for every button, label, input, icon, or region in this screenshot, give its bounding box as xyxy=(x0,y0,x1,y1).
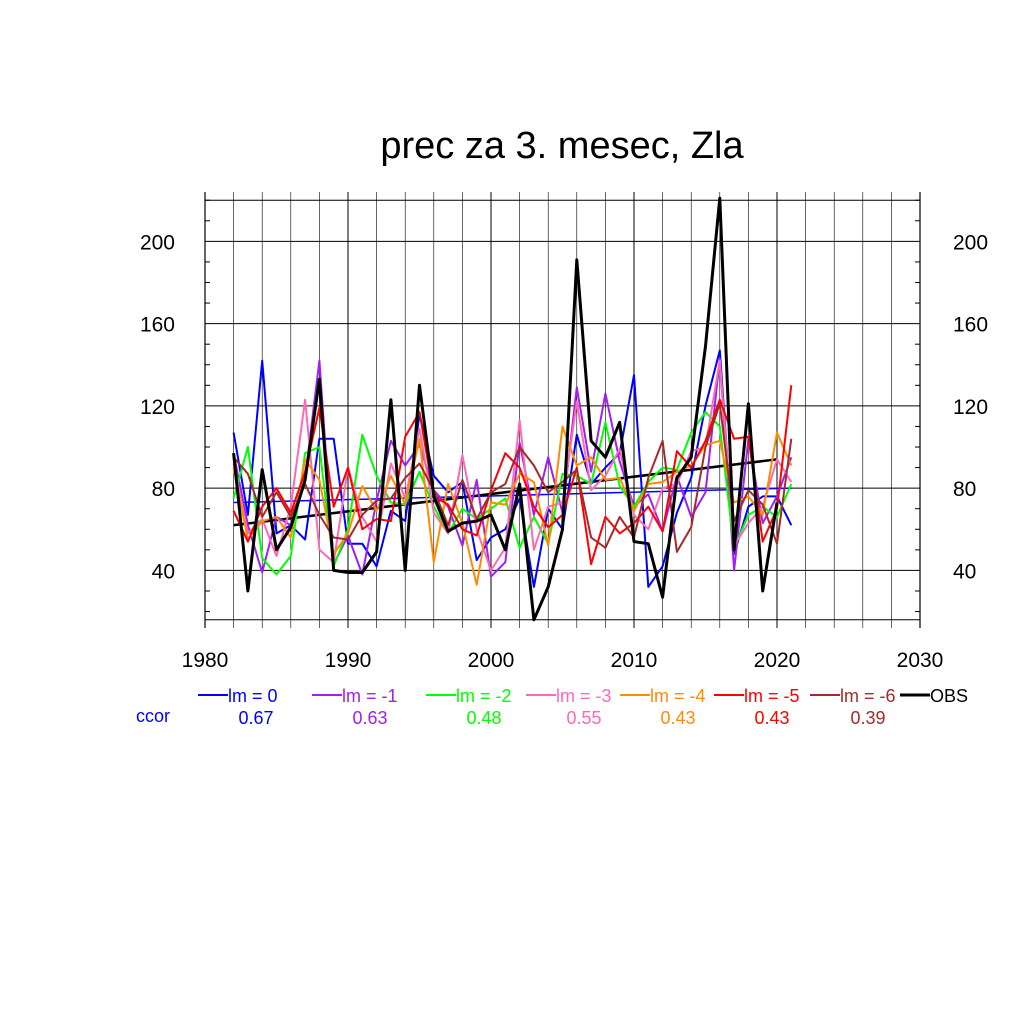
legend-label-3: lm = -3 xyxy=(556,686,612,706)
x-tick-label: 2020 xyxy=(754,649,801,672)
y-tick-label-left: 80 xyxy=(152,478,175,501)
x-tick-label: 2030 xyxy=(897,649,944,672)
legend-label-2: lm = -2 xyxy=(456,686,512,706)
legend-ccor-2: 0.48 xyxy=(466,708,501,728)
legend-label-4: lm = -4 xyxy=(650,686,706,706)
x-tick-label: 2010 xyxy=(611,649,658,672)
legend-label-6: lm = -6 xyxy=(840,686,896,706)
series-lines xyxy=(232,196,793,622)
x-tick-label: 1980 xyxy=(182,649,229,672)
legend-ccor-0: 0.67 xyxy=(238,708,273,728)
legend-ccor-3: 0.55 xyxy=(566,708,601,728)
legend-label-7: OBS xyxy=(930,686,968,706)
series-line-6 xyxy=(232,402,793,553)
legend-label-1: lm = -1 xyxy=(342,686,398,706)
chart-title: prec za 3. mesec, Zla xyxy=(380,125,744,167)
trend-line-7 xyxy=(233,458,778,527)
legend-ccor-6: 0.39 xyxy=(850,708,885,728)
series-line-7 xyxy=(232,196,779,622)
y-tick-label-right: 200 xyxy=(953,231,988,254)
y-tick-label-right: 80 xyxy=(953,478,976,501)
legend-ccor-1: 0.63 xyxy=(352,708,387,728)
legend-label-0: lm = 0 xyxy=(228,686,278,706)
series-line-3 xyxy=(232,359,793,572)
axes: 1980 1990 2000 2010 2020 2030 40 40 80 80 120 120 16… xyxy=(140,192,988,672)
y-tick-label-left: 200 xyxy=(140,231,175,254)
x-tick-label: 1990 xyxy=(325,649,372,672)
legend-ccor-5: 0.43 xyxy=(754,708,789,728)
ccor-label: ccor xyxy=(136,706,170,726)
y-tick-label-right: 40 xyxy=(953,560,976,583)
y-tick-label-right: 160 xyxy=(953,314,988,337)
legend-label-5: lm = -5 xyxy=(744,686,800,706)
legend-ccor-4: 0.43 xyxy=(660,708,695,728)
y-tick-label-right: 120 xyxy=(953,396,988,419)
grid xyxy=(204,192,921,628)
y-tick-label-left: 160 xyxy=(140,314,175,337)
y-tick-label-left: 40 xyxy=(152,560,175,583)
x-tick-label: 2000 xyxy=(468,649,515,672)
y-tick-label-left: 120 xyxy=(140,396,175,419)
